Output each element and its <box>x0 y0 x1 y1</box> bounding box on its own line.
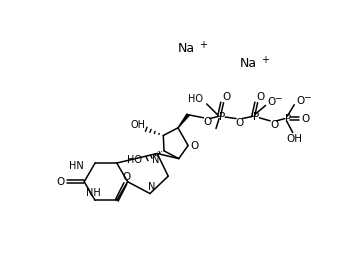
Text: HO: HO <box>188 94 203 104</box>
Text: N: N <box>152 155 159 165</box>
Text: N: N <box>148 183 155 193</box>
Text: HO: HO <box>127 155 142 165</box>
Text: O: O <box>190 140 198 150</box>
Text: P: P <box>285 114 291 124</box>
Text: −: − <box>274 93 282 102</box>
Text: O: O <box>270 120 278 130</box>
Text: O: O <box>256 92 264 102</box>
Text: Na: Na <box>178 42 195 55</box>
Text: Na: Na <box>240 57 257 70</box>
Polygon shape <box>178 114 189 128</box>
Text: ···: ··· <box>156 149 163 155</box>
Text: O: O <box>203 117 212 127</box>
Text: P: P <box>253 112 259 122</box>
Text: O: O <box>57 177 65 187</box>
Text: OH: OH <box>131 120 146 130</box>
Text: O: O <box>296 96 304 106</box>
Text: O: O <box>301 114 309 124</box>
Text: −: − <box>303 93 311 102</box>
Text: NH: NH <box>86 188 101 198</box>
Text: O: O <box>236 118 244 128</box>
Text: O: O <box>222 92 230 102</box>
Text: O: O <box>123 171 131 181</box>
Text: HN: HN <box>69 161 84 171</box>
Text: +: + <box>199 40 207 50</box>
Text: O: O <box>268 97 276 107</box>
Text: P: P <box>219 112 225 122</box>
Text: +: + <box>261 55 269 65</box>
Text: OH: OH <box>286 134 302 144</box>
